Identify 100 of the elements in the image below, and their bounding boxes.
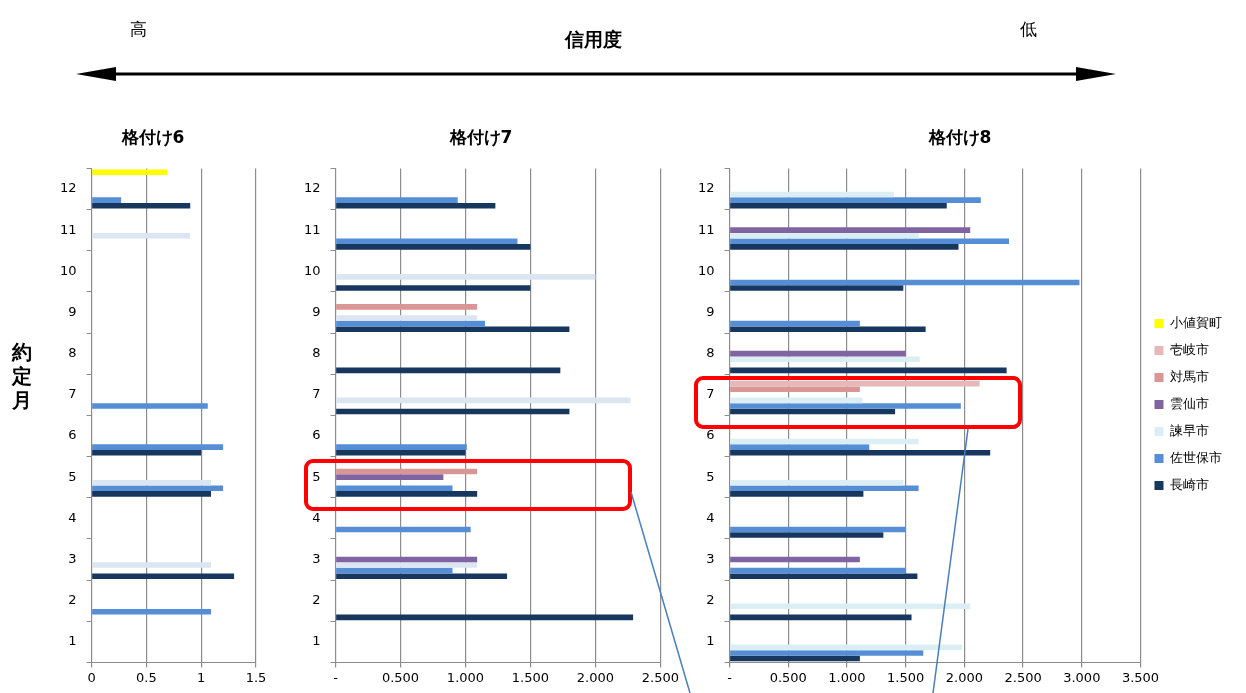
bar [730,603,971,610]
bar [730,356,920,363]
bar [92,202,191,209]
x-tick-label: 0.500 [769,669,807,685]
bar [92,403,208,409]
bar [730,438,919,445]
y-tick-label: 7 [68,386,77,402]
x-tick-label: 0.5 [136,669,157,685]
chart-title: 格付け6 [120,126,185,147]
x-tick-label: 2.500 [1004,669,1042,685]
legend-label: 雲仙市 [1170,395,1209,411]
bar [336,562,478,568]
bar [730,485,919,492]
y-tick-label: 2 [312,592,321,608]
bar [92,232,191,239]
bar [730,227,971,233]
bar [730,202,947,209]
legend-label: 小値賀町 [1170,314,1222,330]
y-tick-label: 11 [60,221,77,237]
y-tick-label: 5 [68,468,77,484]
y-tick-label: 8 [706,345,715,361]
bar [336,449,466,456]
bar [730,326,926,333]
x-tick-label: 2.000 [945,669,983,685]
bar [730,526,906,533]
bar [730,403,961,409]
bar [730,320,860,327]
y-tick-label: 4 [312,509,321,525]
y-tick-label: 7 [706,386,715,402]
legend-label: 諫早市 [1170,422,1209,438]
y-tick-label: 9 [706,303,715,319]
y-tick-label: 6 [706,427,715,443]
text: 低 [1020,18,1037,41]
y-tick-label: 10 [60,262,77,278]
legend-label: 対馬市 [1170,368,1209,384]
bar [730,449,991,456]
bar [336,197,458,203]
bar [336,526,471,533]
legend-label: 佐世保市 [1170,449,1222,465]
bar [730,573,918,580]
bar [92,609,212,615]
y-tick-label: 8 [312,345,321,361]
x-tick-label: 2.000 [576,669,615,685]
y-tick-label: 10 [304,262,321,278]
y-axis-title: 約定月 [12,340,33,412]
bar [92,197,122,203]
y-tick-label: 3 [312,550,321,566]
bar [730,380,980,387]
y-tick-label: 11 [698,221,715,237]
x-tick-label: 3.000 [1063,669,1101,685]
y-tick-label: 12 [60,180,77,196]
y-tick-label: 6 [68,427,77,443]
y-tick-label: 1 [312,633,321,649]
x-tick-label: 0 [87,669,96,685]
bar [336,397,631,404]
x-tick-label: 1.500 [511,669,550,685]
bar [336,304,478,310]
bar [336,320,485,327]
y-tick-label: 4 [68,509,77,525]
bar [336,444,467,450]
bar [730,556,860,563]
bar [336,202,496,209]
bar [92,491,212,497]
chart-title: 格付け8 [927,126,992,147]
bar [730,232,919,239]
legend-label: 壱岐市 [1170,341,1209,357]
y-tick-label: 3 [68,550,77,566]
bar [730,650,924,656]
bar [92,449,202,456]
bar [730,197,981,203]
text: 信用度 [564,28,622,50]
bar [92,562,212,568]
x-tick-label: 1.000 [828,669,866,685]
x-tick-label: 1.5 [245,669,267,685]
bar [92,169,168,176]
y-tick-label: 1 [706,633,715,649]
bar [730,491,864,497]
y-tick-label: 3 [706,550,715,566]
y-tick-label: 4 [706,509,715,525]
y-tick-label: 12 [304,180,321,196]
y-tick-label: 7 [312,386,321,402]
x-tick-label: 1.000 [446,669,485,685]
y-tick-label: 10 [698,262,715,278]
bar [730,479,904,486]
bar [336,244,531,250]
bar [730,444,870,450]
bar [336,573,508,580]
y-tick-label: 9 [312,303,321,319]
bar [336,491,478,497]
bar [730,567,906,574]
bar [336,274,596,280]
bar [730,532,884,538]
bar [730,350,906,357]
bar [336,326,570,333]
y-tick-label: 1 [68,633,77,649]
bar [92,573,235,580]
bar [92,479,212,486]
bar [336,614,634,621]
y-tick-label: 6 [312,427,321,443]
bar [730,386,860,393]
